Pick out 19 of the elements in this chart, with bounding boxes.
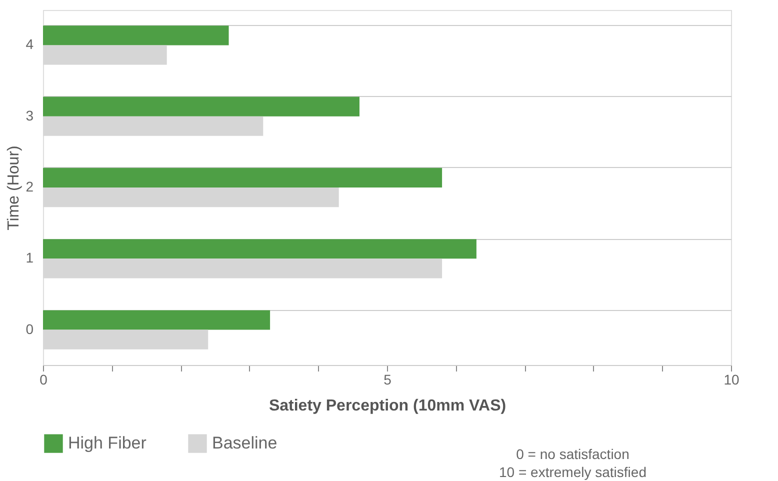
- bar: [43, 310, 270, 330]
- y-tick-label: 2: [26, 178, 34, 194]
- bar: [43, 168, 442, 188]
- y-axis-title: Time (Hour): [6, 146, 23, 230]
- x-tick-label: 5: [384, 372, 392, 388]
- y-tick-label: 3: [26, 107, 34, 124]
- y-tick-label: 0: [26, 320, 34, 337]
- bar: [43, 239, 476, 259]
- text: 10 = extremely satisfied: [499, 464, 646, 480]
- y-tick-label: 4: [26, 36, 34, 52]
- legend-label: High Fiber: [68, 434, 147, 453]
- x-tick-label: 0: [40, 372, 48, 388]
- text: 0 = no satisfaction: [516, 446, 630, 462]
- bar: [43, 26, 229, 46]
- x-axis-title: Satiety Perception (10mm VAS): [268, 398, 506, 414]
- bar: [43, 96, 360, 116]
- legend-label: Baseline: [212, 434, 278, 453]
- x-tick-label: 10: [724, 372, 740, 388]
- y-tick-label: 1: [26, 250, 34, 266]
